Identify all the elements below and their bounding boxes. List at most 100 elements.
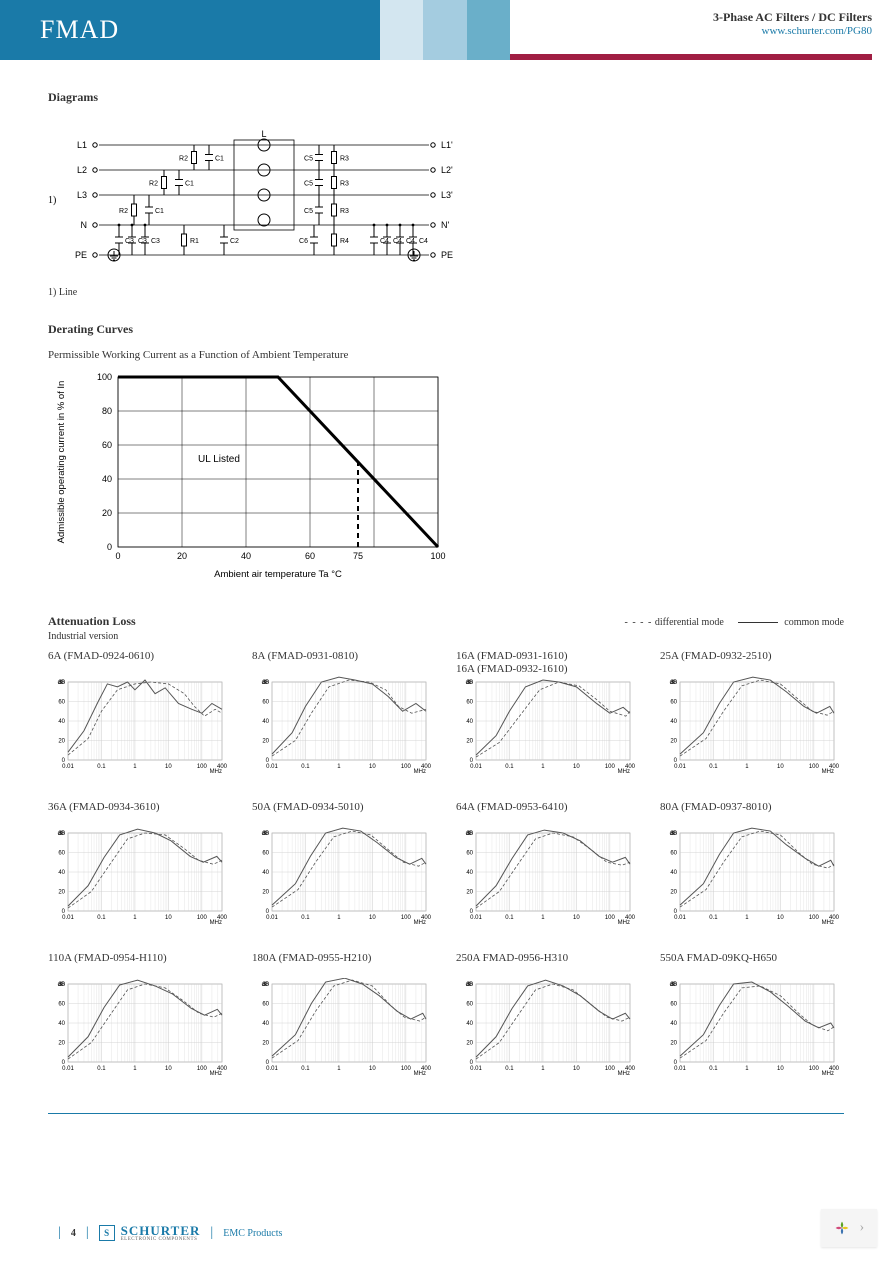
svg-text:0.1: 0.1: [709, 764, 718, 770]
svg-text:1: 1: [337, 764, 341, 770]
svg-text:MHz: MHz: [414, 920, 426, 926]
svg-text:dB: dB: [670, 680, 677, 686]
atten-cell: 80A (FMAD-0937-8010)020406080dB0.010.111…: [660, 801, 844, 932]
svg-text:60: 60: [305, 551, 315, 561]
svg-text:MHz: MHz: [414, 769, 426, 775]
atten-cell: 250A FMAD-0956-H310020406080dB0.010.1110…: [456, 952, 640, 1083]
svg-text:100: 100: [809, 764, 820, 770]
circuit-svg: L1L1'L2L2'L3L3'NN'PEPELR2C1R2C1R2C1C5R3C…: [64, 125, 464, 275]
footer-bar-icon: |: [58, 1225, 61, 1241]
svg-text:MHz: MHz: [822, 920, 834, 926]
svg-text:20: 20: [466, 890, 473, 896]
svg-text:MHz: MHz: [618, 920, 630, 926]
svg-text:20: 20: [262, 739, 269, 745]
svg-text:dB: dB: [58, 982, 65, 988]
svg-text:100: 100: [809, 915, 820, 921]
svg-text:1: 1: [133, 1066, 137, 1072]
svg-text:60: 60: [58, 700, 65, 706]
svg-text:100: 100: [97, 372, 112, 382]
attenuation-grid: 6A (FMAD-0924-0610) 020406080dB0.010.1110…: [48, 650, 844, 1083]
svg-text:L2: L2: [77, 165, 87, 175]
svg-text:40: 40: [466, 870, 473, 876]
diagrams-heading: Diagrams: [48, 90, 844, 105]
derating-section: Derating Curves Permissible Working Curr…: [48, 322, 844, 592]
atten-cell-title: 36A (FMAD-0934-3610): [48, 801, 232, 827]
atten-cell-title: 6A (FMAD-0924-0610): [48, 650, 232, 676]
derating-chart: 020406075100020406080100UL ListedAmbient…: [48, 367, 448, 587]
svg-text:10: 10: [777, 915, 784, 921]
atten-cell-title: 8A (FMAD-0931-0810): [252, 650, 436, 676]
atten-cell-title: 180A (FMAD-0955-H210): [252, 952, 436, 978]
svg-text:0.01: 0.01: [266, 764, 278, 770]
atten-subtitle: Industrial version: [48, 631, 844, 642]
svg-text:20: 20: [58, 1041, 65, 1047]
svg-text:20: 20: [58, 739, 65, 745]
svg-text:0.1: 0.1: [97, 764, 106, 770]
svg-text:R2: R2: [179, 156, 188, 163]
svg-text:0: 0: [107, 542, 112, 552]
circuit-diagram-container: 1) L1L1'L2L2'L3L3'NN'PEPELR2C1R2C1R2C1C5…: [48, 125, 844, 275]
legend-solid-icon: [738, 622, 778, 623]
svg-text:R4: R4: [340, 238, 349, 245]
page-header: FMAD 3-Phase AC Filters / DC Filters www…: [0, 0, 892, 60]
svg-text:0.1: 0.1: [301, 1066, 310, 1072]
atten-mini-chart: 020406080dB0.010.1110100400MHz: [456, 676, 636, 776]
brand-sub: ELECTRONIC COMPONENTS: [121, 1237, 201, 1242]
svg-text:60: 60: [466, 1002, 473, 1008]
svg-text:0.1: 0.1: [505, 915, 514, 921]
svg-text:100: 100: [605, 764, 616, 770]
svg-text:1: 1: [337, 915, 341, 921]
svg-text:C3: C3: [138, 238, 147, 245]
atten-cell: 550A FMAD-09KQ-H650020406080dB0.010.1110…: [660, 952, 844, 1083]
svg-text:1: 1: [337, 1066, 341, 1072]
atten-cell-title: 25A (FMAD-0932-2510): [660, 650, 844, 676]
svg-text:10: 10: [777, 1066, 784, 1072]
atten-cell-title: 16A (FMAD-0931-1610)16A (FMAD-0932-1610): [456, 650, 640, 676]
derating-subtitle: Permissible Working Current as a Functio…: [48, 349, 844, 361]
url-text[interactable]: www.schurter.com/PG80: [510, 25, 872, 37]
svg-text:MHz: MHz: [822, 1071, 834, 1077]
svg-text:C1: C1: [215, 156, 224, 163]
svg-text:1: 1: [745, 915, 749, 921]
atten-cell: 6A (FMAD-0924-0610)020406080dB0.010.1110…: [48, 650, 232, 781]
atten-mini-chart: 020406080dB0.010.1110100400MHz: [456, 978, 636, 1078]
svg-text:100: 100: [809, 1066, 820, 1072]
atten-cell: 110A (FMAD-0954-H110)020406080dB0.010.11…: [48, 952, 232, 1083]
svg-text:40: 40: [58, 719, 65, 725]
svg-text:1: 1: [133, 915, 137, 921]
svg-text:60: 60: [670, 1002, 677, 1008]
svg-text:R2: R2: [149, 181, 158, 188]
svg-text:40: 40: [58, 870, 65, 876]
atten-cell: 64A (FMAD-0953-6410)020406080dB0.010.111…: [456, 801, 640, 932]
svg-text:20: 20: [670, 739, 677, 745]
atten-cell-title: 64A (FMAD-0953-6410): [456, 801, 640, 827]
atten-cell-title: 250A FMAD-0956-H310: [456, 952, 640, 978]
svg-text:dB: dB: [262, 831, 269, 837]
svg-text:10: 10: [777, 764, 784, 770]
svg-text:75: 75: [353, 551, 363, 561]
svg-text:0.1: 0.1: [709, 1066, 718, 1072]
brand-name: SCHURTER: [121, 1224, 201, 1237]
svg-text:0.01: 0.01: [470, 915, 482, 921]
svg-text:100: 100: [605, 915, 616, 921]
derating-heading: Derating Curves: [48, 322, 844, 337]
svg-text:20: 20: [466, 739, 473, 745]
atten-cell: 16A (FMAD-0931-1610)16A (FMAD-0932-1610)…: [456, 650, 640, 781]
atten-cell: 36A (FMAD-0934-3610)020406080dB0.010.111…: [48, 801, 232, 932]
svg-text:R2: R2: [119, 208, 128, 215]
svg-text:0.1: 0.1: [97, 1066, 106, 1072]
atten-cell: 25A (FMAD-0932-2510)020406080dB0.010.111…: [660, 650, 844, 781]
svg-text:10: 10: [165, 1066, 172, 1072]
atten-cell: 50A (FMAD-0934-5010)020406080dB0.010.111…: [252, 801, 436, 932]
chevron-right-icon[interactable]: ›: [859, 1220, 864, 1236]
svg-text:1: 1: [745, 1066, 749, 1072]
svg-text:100: 100: [197, 915, 208, 921]
svg-text:40: 40: [466, 1021, 473, 1027]
svg-text:N': N': [441, 220, 449, 230]
nav-widget[interactable]: ›: [821, 1209, 877, 1247]
atten-cell-title: 110A (FMAD-0954-H110): [48, 952, 232, 978]
svg-text:60: 60: [670, 851, 677, 857]
atten-mini-chart: 020406080dB0.010.1110100400MHz: [252, 827, 432, 927]
atten-mini-chart: 020406080dB0.010.1110100400MHz: [660, 676, 840, 776]
svg-text:40: 40: [262, 870, 269, 876]
